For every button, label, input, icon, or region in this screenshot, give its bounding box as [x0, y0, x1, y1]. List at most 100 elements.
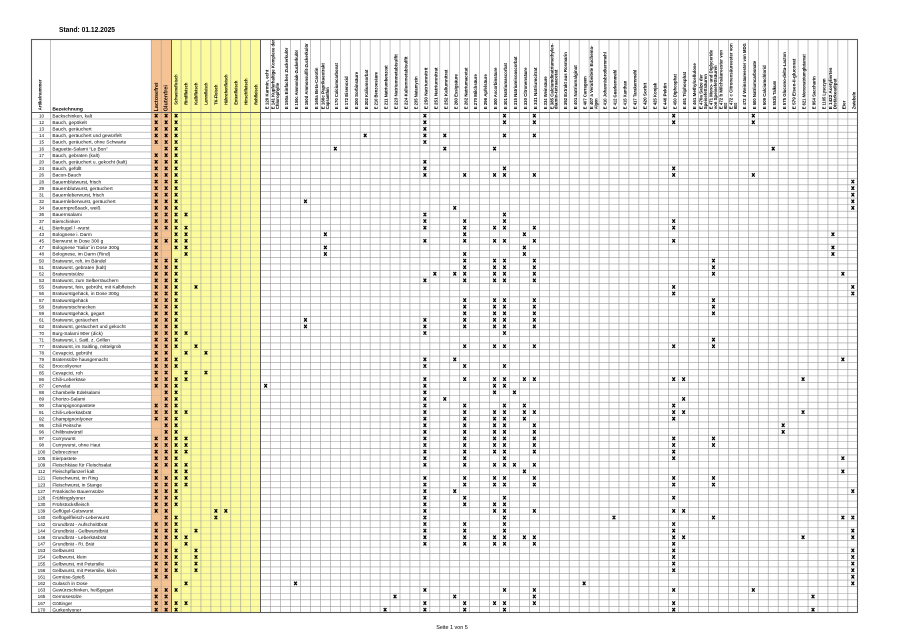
svg-text:Bauch, gebraten (kalt): Bauch, gebraten (kalt)	[52, 153, 100, 159]
svg-text:Bierkugel / -wurst: Bierkugel / -wurst	[52, 225, 90, 231]
svg-text:Broccoliyoner: Broccoliyoner	[52, 364, 81, 370]
svg-text:Schweinefleisch: Schweinefleisch	[174, 74, 179, 105]
svg-text:Bauernsalami: Bauernsalami	[52, 212, 81, 218]
svg-text:162: 162	[38, 581, 46, 586]
svg-text:24: 24	[39, 166, 45, 171]
svg-text:E 954 Saccharin: E 954 Saccharin	[812, 76, 817, 109]
svg-text:Gemüsesülze: Gemüsesülze	[52, 594, 82, 600]
svg-text:E 553b Talkum: E 553b Talkum	[772, 81, 777, 110]
svg-text:E 410 Johannisbrotkernmehl: E 410 Johannisbrotkernmehl	[603, 52, 608, 109]
svg-text:E 412 Guarkernmehl: E 412 Guarkernmehl	[613, 70, 618, 110]
svg-text:E 500 Natriumcarbonate: E 500 Natriumcarbonate	[752, 60, 757, 109]
svg-text:Chili-Leberkäsbrät: Chili-Leberkäsbrät	[52, 410, 92, 416]
svg-text:E 141 Kupferhaltige Komplexe d: E 141 Kupferhaltige Komplexe der	[271, 40, 276, 110]
svg-text:146: 146	[38, 535, 46, 540]
svg-text:E 470a Salze der: E 470a Salze der	[699, 74, 704, 109]
svg-text:55: 55	[39, 285, 45, 290]
svg-text:E 296 Apfelsäure: E 296 Apfelsäure	[483, 74, 488, 110]
svg-text:Fleischwurst, im Ring: Fleischwurst, im Ring	[52, 476, 98, 482]
svg-text:37: 37	[39, 219, 45, 224]
svg-text:E 450 Diphosphat: E 450 Diphosphat	[672, 74, 677, 110]
svg-text:Fleischwurst, in Stange: Fleischwurst, in Stange	[52, 482, 102, 488]
svg-text:E 270 Milchsäure: E 270 Milchsäure	[473, 74, 478, 110]
svg-text:Bratwurst, geräuchert und geko: Bratwurst, geräuchert und gekocht	[52, 324, 126, 330]
svg-text:Bauernblutwurst, frisch: Bauernblutwurst, frisch	[52, 179, 101, 185]
svg-text:Grundbrät - Gelbwurstbrät: Grundbrät - Gelbwurstbrät	[52, 528, 108, 534]
svg-text:155: 155	[38, 561, 46, 566]
svg-text:E 160a Beta-Carotin: E 160a Beta-Carotin	[314, 67, 319, 109]
svg-text:E 407 Carrageen: E 407 Carrageen	[583, 76, 588, 109]
svg-text:Distärkeadipat: Distärkeadipat	[832, 78, 837, 109]
svg-text:97: 97	[39, 436, 45, 441]
svg-text:142: 142	[38, 522, 46, 527]
svg-text:57: 57	[39, 298, 45, 303]
svg-text:MDG: MDG	[723, 102, 728, 109]
svg-text:121: 121	[38, 476, 46, 481]
svg-text:70: 70	[39, 331, 45, 336]
svg-text:Bierwurst in Dose 300 g: Bierwurst in Dose 300 g	[52, 239, 103, 245]
svg-text:E 170 Calciumcarbonat: E 170 Calciumcarbonat	[334, 63, 339, 110]
svg-text:Bolognese i. Darm: Bolognese i. Darm	[52, 232, 91, 238]
svg-text:E 150d Ammonsulfit-Zuckerkulör: E 150d Ammonsulfit-Zuckerkulör	[304, 43, 309, 109]
svg-text:77: 77	[39, 344, 45, 349]
svg-text:16: 16	[39, 146, 45, 151]
svg-text:E 330 Citronensäure: E 330 Citronensäure	[523, 67, 528, 109]
svg-text:E 202 Kaliumsorbat: E 202 Kaliumsorbat	[364, 69, 369, 109]
svg-text:Currywurst, ohne Haut: Currywurst, ohne Haut	[52, 443, 101, 449]
svg-text:Algen: Algen	[594, 98, 599, 109]
svg-text:Frühlingslyoner: Frühlingslyoner	[52, 495, 85, 501]
svg-text:156: 156	[38, 568, 46, 573]
svg-text:E 392 Extrakt aus Rosmarin: E 392 Extrakt aus Rosmarin	[563, 52, 568, 109]
svg-text:Bratwurstgehäck: Bratwurstgehäck	[52, 298, 88, 304]
svg-text:E 472 d Weinsäureester von MDG: E 472 d Weinsäureester von MDG	[742, 43, 747, 109]
svg-text:112: 112	[38, 469, 46, 474]
svg-text:Bolognese, im Darm (Rind): Bolognese, im Darm (Rind)	[52, 252, 110, 258]
svg-text:Bauernblutwurst, geräuchert: Bauernblutwurst, geräuchert	[52, 186, 113, 192]
svg-text:Seite 1 von 5: Seite 1 von 5	[436, 625, 468, 631]
svg-text:78: 78	[39, 351, 45, 356]
svg-text:Gurkenlyoner: Gurkenlyoner	[52, 607, 81, 613]
svg-text:Gemüse-Spieß: Gemüse-Spieß	[52, 574, 84, 580]
svg-text:E 251 Natriumnitrat: E 251 Natriumnitrat	[433, 67, 438, 109]
svg-text:127: 127	[38, 489, 46, 494]
svg-text:88: 88	[39, 390, 45, 395]
svg-text:89: 89	[39, 397, 45, 402]
svg-text:Chambelle Edelsalami: Chambelle Edelsalami	[52, 390, 100, 396]
svg-text:Bauch, gepökelt: Bauch, gepökelt	[52, 120, 87, 126]
svg-text:79: 79	[39, 357, 45, 362]
svg-text:50: 50	[39, 258, 45, 263]
svg-text:E 224 Kaliummetabisulfit: E 224 Kaliummetabisulfit	[404, 56, 409, 109]
svg-text:82: 82	[39, 364, 45, 369]
svg-text:170: 170	[38, 607, 46, 612]
svg-text:Gelbwurst, klein: Gelbwurst, klein	[52, 555, 86, 561]
svg-text:Eier: Eier	[841, 100, 846, 109]
svg-text:Frühstücksfleisch: Frühstücksfleisch	[52, 502, 89, 508]
svg-text:128: 128	[38, 495, 46, 500]
svg-text:Bacon-Bauch: Bacon-Bauch	[52, 173, 81, 179]
svg-text:95: 95	[39, 423, 45, 428]
svg-text:E 415 Xanthan: E 415 Xanthan	[623, 81, 628, 110]
svg-text:Chorizo-Salami: Chorizo-Salami	[52, 397, 85, 403]
svg-text:98: 98	[39, 443, 45, 448]
svg-text:Bratwurstgehäck, in Dose 300g: Bratwurstgehäck, in Dose 300g	[52, 291, 119, 297]
svg-text:E 300 Ascorbinsäure: E 300 Ascorbinsäure	[493, 67, 498, 109]
svg-text:Glutenfrei: Glutenfrei	[164, 85, 170, 112]
svg-text:Bauernleberwurst, geräuchert: Bauernleberwurst, geräuchert	[52, 199, 116, 205]
svg-text:100: 100	[38, 449, 46, 454]
svg-text:Chlorophylle: Chlorophylle	[275, 82, 280, 109]
svg-text:130: 130	[38, 502, 46, 507]
svg-text:109: 109	[38, 462, 46, 467]
svg-text:E 401 Natriumalginat: E 401 Natriumalginat	[573, 65, 578, 109]
svg-text:E 260 Essigsäure: E 260 Essigsäure	[453, 74, 458, 110]
svg-text:92: 92	[39, 416, 45, 421]
svg-text:87: 87	[39, 383, 45, 388]
svg-text:E 407 a Verarbeitete Euchema-: E 407 a Verarbeitete Euchema-	[589, 45, 594, 109]
svg-text:E 1422 Acetyliertes: E 1422 Acetyliertes	[828, 67, 833, 109]
svg-text:Fleischpflanzerl kalt: Fleischpflanzerl kalt	[52, 469, 95, 475]
svg-text:E 509 Calciumchlorid: E 509 Calciumchlorid	[762, 65, 767, 109]
svg-text:E 150c Ammoniak-Zuckerkulör: E 150c Ammoniak-Zuckerkulör	[294, 50, 299, 110]
svg-text:161: 161	[38, 574, 46, 579]
svg-text:Bratwurst, im Saitling, mittel: Bratwurst, im Saitling, mittelgrob	[52, 344, 121, 350]
svg-text:Capsanthin: Capsanthin	[325, 87, 330, 109]
svg-text:62: 62	[39, 324, 45, 329]
